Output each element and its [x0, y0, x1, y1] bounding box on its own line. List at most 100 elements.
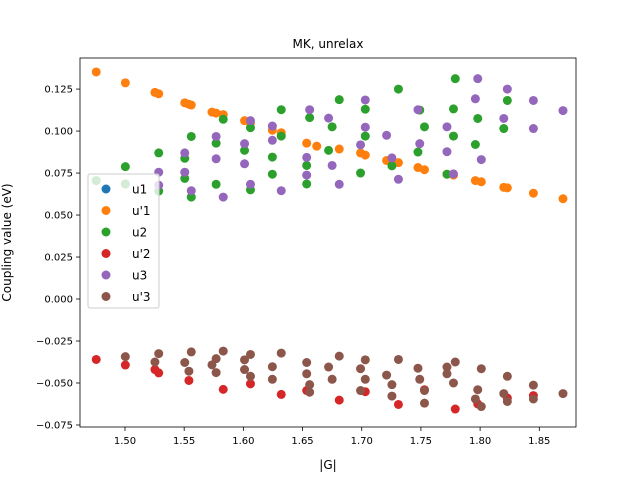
data-point — [334, 395, 344, 405]
data-point — [267, 362, 277, 372]
data-point — [305, 105, 315, 115]
data-point — [448, 131, 458, 141]
data-point — [334, 95, 344, 105]
data-point — [419, 398, 429, 408]
data-point — [120, 352, 130, 362]
data-point — [302, 179, 312, 189]
x-tick-label: 1.75 — [410, 436, 432, 447]
data-point — [211, 154, 221, 164]
data-point — [302, 160, 312, 170]
y-tick-label: 0.025 — [44, 253, 73, 264]
y-tick-label: −0.025 — [36, 337, 73, 348]
data-point — [218, 384, 228, 394]
data-point — [499, 389, 509, 399]
data-point — [334, 179, 344, 189]
data-point — [360, 122, 370, 132]
y-tick-label: 0.050 — [44, 211, 73, 222]
x-tick-label: 1.80 — [469, 436, 491, 447]
data-point — [356, 386, 366, 396]
data-point — [312, 141, 322, 151]
data-point — [240, 159, 250, 169]
data-point — [276, 389, 286, 399]
data-point — [186, 131, 196, 141]
legend-marker — [101, 249, 111, 258]
data-point — [240, 145, 250, 155]
data-point — [327, 160, 337, 170]
data-point — [184, 366, 194, 376]
data-point — [393, 174, 403, 184]
data-point — [360, 104, 370, 114]
data-point — [360, 150, 370, 160]
data-point — [180, 173, 190, 183]
series-3 — [91, 354, 538, 414]
data-point — [448, 169, 458, 179]
legend-marker — [101, 270, 111, 280]
data-point — [382, 130, 392, 140]
data-point — [218, 192, 228, 202]
data-point — [302, 170, 312, 180]
data-point — [442, 169, 452, 179]
data-point — [393, 399, 403, 409]
data-point — [211, 368, 221, 378]
data-point — [91, 67, 101, 77]
data-point — [180, 358, 190, 367]
data-point — [442, 369, 452, 379]
legend-marker — [101, 206, 111, 215]
data-point — [419, 165, 429, 175]
data-point — [528, 188, 538, 198]
data-point — [499, 113, 509, 123]
data-point — [528, 394, 538, 404]
series-1 — [91, 67, 568, 204]
data-point — [218, 346, 228, 356]
data-point — [450, 74, 460, 84]
data-point — [211, 179, 221, 189]
data-point — [267, 152, 277, 162]
y-tick-label: 0.100 — [44, 127, 73, 138]
data-point — [387, 161, 397, 171]
data-point — [502, 183, 512, 193]
data-point — [470, 94, 480, 104]
legend-label: u'2 — [132, 247, 151, 261]
legend-marker — [101, 292, 111, 301]
data-point — [334, 351, 344, 361]
data-point — [327, 122, 337, 132]
data-point — [211, 354, 221, 364]
data-point — [302, 358, 312, 367]
data-point — [558, 194, 568, 204]
data-point — [442, 122, 452, 132]
data-point — [245, 371, 255, 381]
data-point — [502, 84, 512, 94]
y-tick-label: −0.050 — [36, 378, 73, 389]
data-point — [473, 74, 483, 84]
data-point — [470, 140, 480, 149]
data-point — [305, 113, 315, 123]
x-tick-label: 1.65 — [291, 436, 313, 447]
data-point — [180, 148, 190, 158]
data-point — [180, 167, 190, 177]
x-axis: 1.50 1.55 1.60 1.65 1.70 1.75 1.80 1.85 — [114, 427, 550, 447]
y-tick-label: −0.075 — [36, 420, 73, 431]
legend: u1 u'1 u2 u'2 u3 u'3 — [87, 173, 160, 309]
data-point — [442, 362, 452, 372]
data-point — [413, 147, 423, 157]
data-point — [154, 89, 164, 99]
y-axis: −0.075 −0.050 −0.025 0.000 0.025 0.050 0.075 0.… — [36, 85, 80, 431]
y-axis-label: Coupling value (eV) — [0, 183, 14, 301]
data-point — [473, 113, 483, 123]
data-point — [120, 360, 130, 370]
data-point — [302, 138, 312, 148]
data-point — [327, 374, 337, 384]
data-point — [267, 135, 277, 145]
data-point — [186, 192, 196, 202]
data-point — [450, 357, 460, 367]
data-point — [382, 370, 392, 380]
data-point — [267, 121, 277, 131]
data-point — [413, 363, 423, 373]
data-point — [476, 364, 486, 374]
data-point — [387, 391, 397, 401]
data-point — [450, 404, 460, 414]
data-point — [476, 177, 486, 187]
data-point — [305, 387, 315, 397]
data-point — [502, 95, 512, 105]
